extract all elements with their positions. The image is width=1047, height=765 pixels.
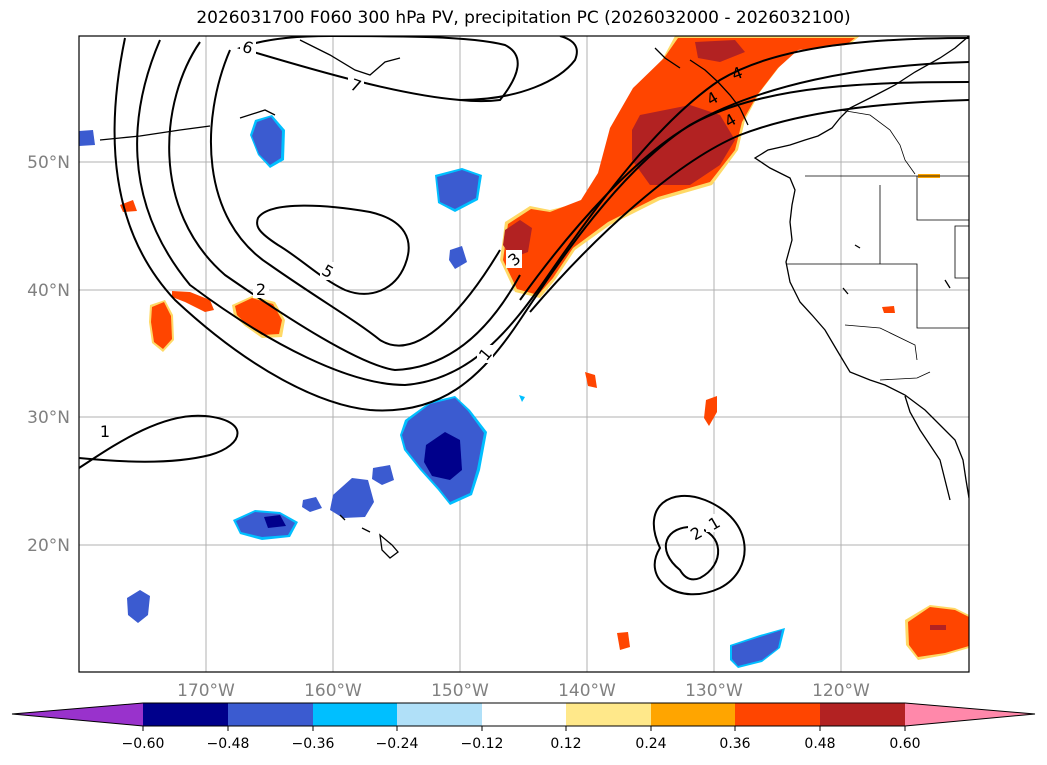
- contour-label: 2: [256, 280, 266, 299]
- lon-label: 120°W: [812, 681, 870, 701]
- colorbar-tick-label: −0.12: [461, 736, 504, 752]
- lat-label: 50°N: [27, 153, 70, 173]
- lon-label: 160°W: [304, 681, 362, 701]
- coastlines: [99, 36, 969, 559]
- colorbar-bin: [143, 703, 228, 726]
- colorbar-tick-label: 0.12: [550, 736, 581, 752]
- political-borders: [787, 109, 969, 381]
- figure-title: 2026031700 F060 300 hPa PV, precipitatio…: [196, 8, 851, 28]
- colorbar-tick-label: 0.24: [635, 736, 666, 752]
- colorbar-bin: [735, 703, 820, 726]
- colorbar-extend-max: [905, 703, 1035, 726]
- colorbar-tick-label: 0.36: [719, 736, 750, 752]
- map-frame: [78, 35, 970, 673]
- colorbar-bin: [228, 703, 313, 726]
- colorbar: −0.60 −0.48 −0.36 −0.24 −0.12 0.12 0.24 …: [11, 702, 1036, 752]
- gridlines: [79, 36, 969, 672]
- map-plot: 6 7 5 2 3 1 1 4 4 4 1 2: [79, 36, 969, 672]
- lon-label: 170°W: [177, 681, 235, 701]
- colorbar-extend-min: [12, 703, 143, 726]
- lon-label: 130°W: [685, 681, 743, 701]
- colorbar-tick-label: −0.60: [122, 736, 165, 752]
- lon-label: 140°W: [558, 681, 616, 701]
- contour-label: 1: [100, 422, 110, 441]
- colorbar-bin: [397, 703, 482, 726]
- positive-precip-regions: [120, 36, 969, 660]
- lat-label: 30°N: [27, 408, 70, 428]
- lat-label: 20°N: [27, 536, 70, 556]
- colorbar-bin: [313, 703, 397, 726]
- colorbar-tick-label: 0.60: [889, 736, 920, 752]
- colorbar-bin: [651, 703, 735, 726]
- lat-label: 40°N: [27, 281, 70, 301]
- colorbar-bin: [820, 703, 905, 726]
- colorbar-bin: [566, 703, 651, 726]
- negative-precip-regions: [79, 115, 785, 668]
- colorbar-tick-label: −0.24: [376, 736, 419, 752]
- latitude-labels: 50°N 40°N 30°N 20°N: [27, 153, 70, 556]
- contour-labels: 6 7 5 2 3 1 1 4 4 4 1 2: [97, 37, 745, 544]
- pv-contours: [79, 36, 969, 596]
- longitude-labels: 170°W 160°W 150°W 140°W 130°W 120°W: [177, 681, 870, 701]
- colorbar-bin: [482, 703, 566, 726]
- colorbar-tick-label: 0.48: [804, 736, 835, 752]
- lon-label: 150°W: [431, 681, 489, 701]
- colorbar-tick-label: −0.36: [292, 736, 335, 752]
- colorbar-tick-label: −0.48: [207, 736, 250, 752]
